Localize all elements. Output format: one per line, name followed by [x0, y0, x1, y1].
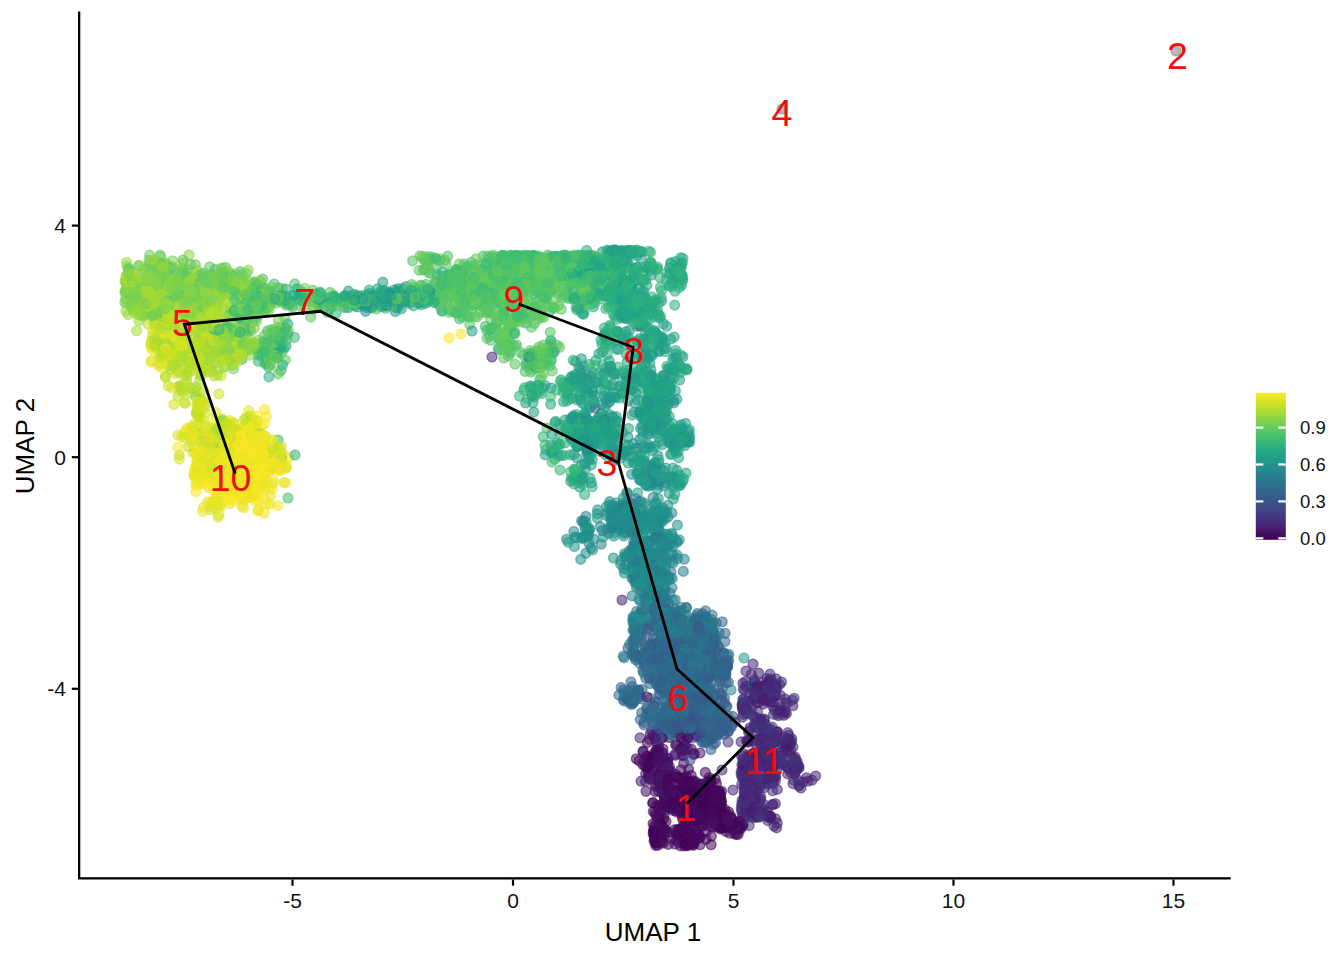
svg-text:UMAP 1: UMAP 1 [605, 917, 701, 947]
svg-text:15: 15 [1162, 889, 1185, 912]
svg-text:3: 3 [597, 442, 618, 484]
svg-text:2: 2 [1167, 35, 1188, 77]
svg-text:-5: -5 [283, 889, 302, 912]
svg-text:0.6: 0.6 [1300, 454, 1326, 475]
svg-text:11: 11 [745, 740, 784, 782]
svg-text:0.3: 0.3 [1300, 491, 1326, 512]
svg-text:0.0: 0.0 [1300, 528, 1326, 549]
svg-text:9: 9 [504, 278, 525, 320]
svg-text:4: 4 [54, 214, 66, 237]
svg-text:4: 4 [772, 92, 793, 134]
svg-text:0: 0 [507, 889, 519, 912]
svg-text:-4: -4 [47, 677, 66, 700]
svg-text:1: 1 [676, 787, 697, 829]
svg-text:5: 5 [728, 889, 740, 912]
svg-text:10: 10 [942, 889, 965, 912]
svg-text:0: 0 [54, 446, 66, 469]
svg-text:6: 6 [668, 677, 689, 719]
svg-text:UMAP 2: UMAP 2 [10, 398, 40, 494]
svg-text:7: 7 [295, 281, 316, 323]
svg-text:0.9: 0.9 [1300, 417, 1326, 438]
